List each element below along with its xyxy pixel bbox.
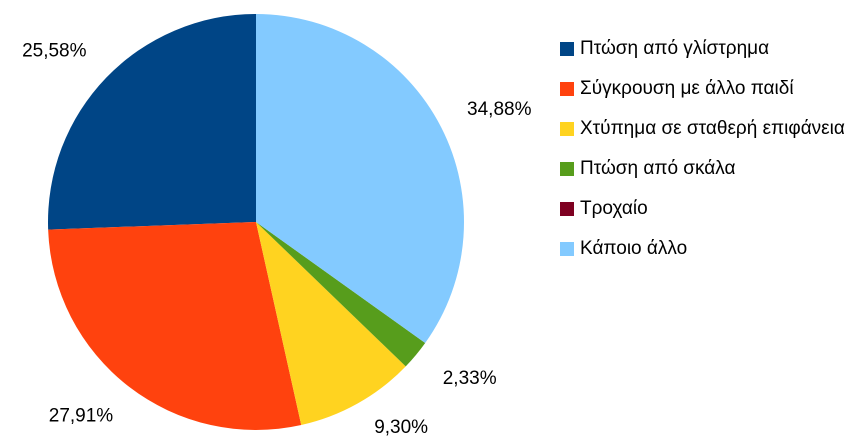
legend-item: Πτώση από σκάλα — [560, 158, 850, 180]
legend-item: Πτώση από γλίστρημα — [560, 38, 850, 60]
legend-swatch — [560, 242, 574, 256]
legend-swatch — [560, 42, 574, 56]
legend-item: Κάποιο άλλο — [560, 238, 850, 260]
legend-item: Χτύπημα σε σταθερή επιφάνεια — [560, 118, 850, 140]
legend-label: Χτύπημα σε σταθερή επιφάνεια — [580, 118, 845, 139]
legend-swatch — [560, 202, 574, 216]
legend-swatch — [560, 122, 574, 136]
pie-slice — [256, 222, 426, 367]
data-label: 25,58% — [22, 41, 87, 62]
pie-slice — [48, 14, 257, 230]
pie-slice — [256, 14, 465, 343]
legend-swatch — [560, 82, 574, 96]
data-label: 2,33% — [443, 368, 497, 389]
pie-slice — [256, 222, 406, 426]
pie-slice — [48, 222, 302, 431]
legend-label: Τροχαίο — [580, 198, 648, 219]
legend-swatch — [560, 162, 574, 176]
legend-item: Σύγκρουση με άλλο παιδί — [560, 78, 850, 100]
legend-label: Πτώση από γλίστρημα — [580, 38, 770, 59]
legend-label: Σύγκρουση με άλλο παιδί — [580, 78, 794, 99]
legend-label: Κάποιο άλλο — [580, 238, 688, 259]
data-label: 27,91% — [49, 405, 114, 426]
legend: Πτώση από γλίστρημα Σύγκρουση με άλλο παι… — [560, 38, 850, 278]
legend-item: Τροχαίο — [560, 198, 850, 220]
data-label: 9,30% — [374, 417, 428, 438]
data-label: 34,88% — [467, 99, 532, 120]
legend-label: Πτώση από σκάλα — [580, 158, 736, 179]
